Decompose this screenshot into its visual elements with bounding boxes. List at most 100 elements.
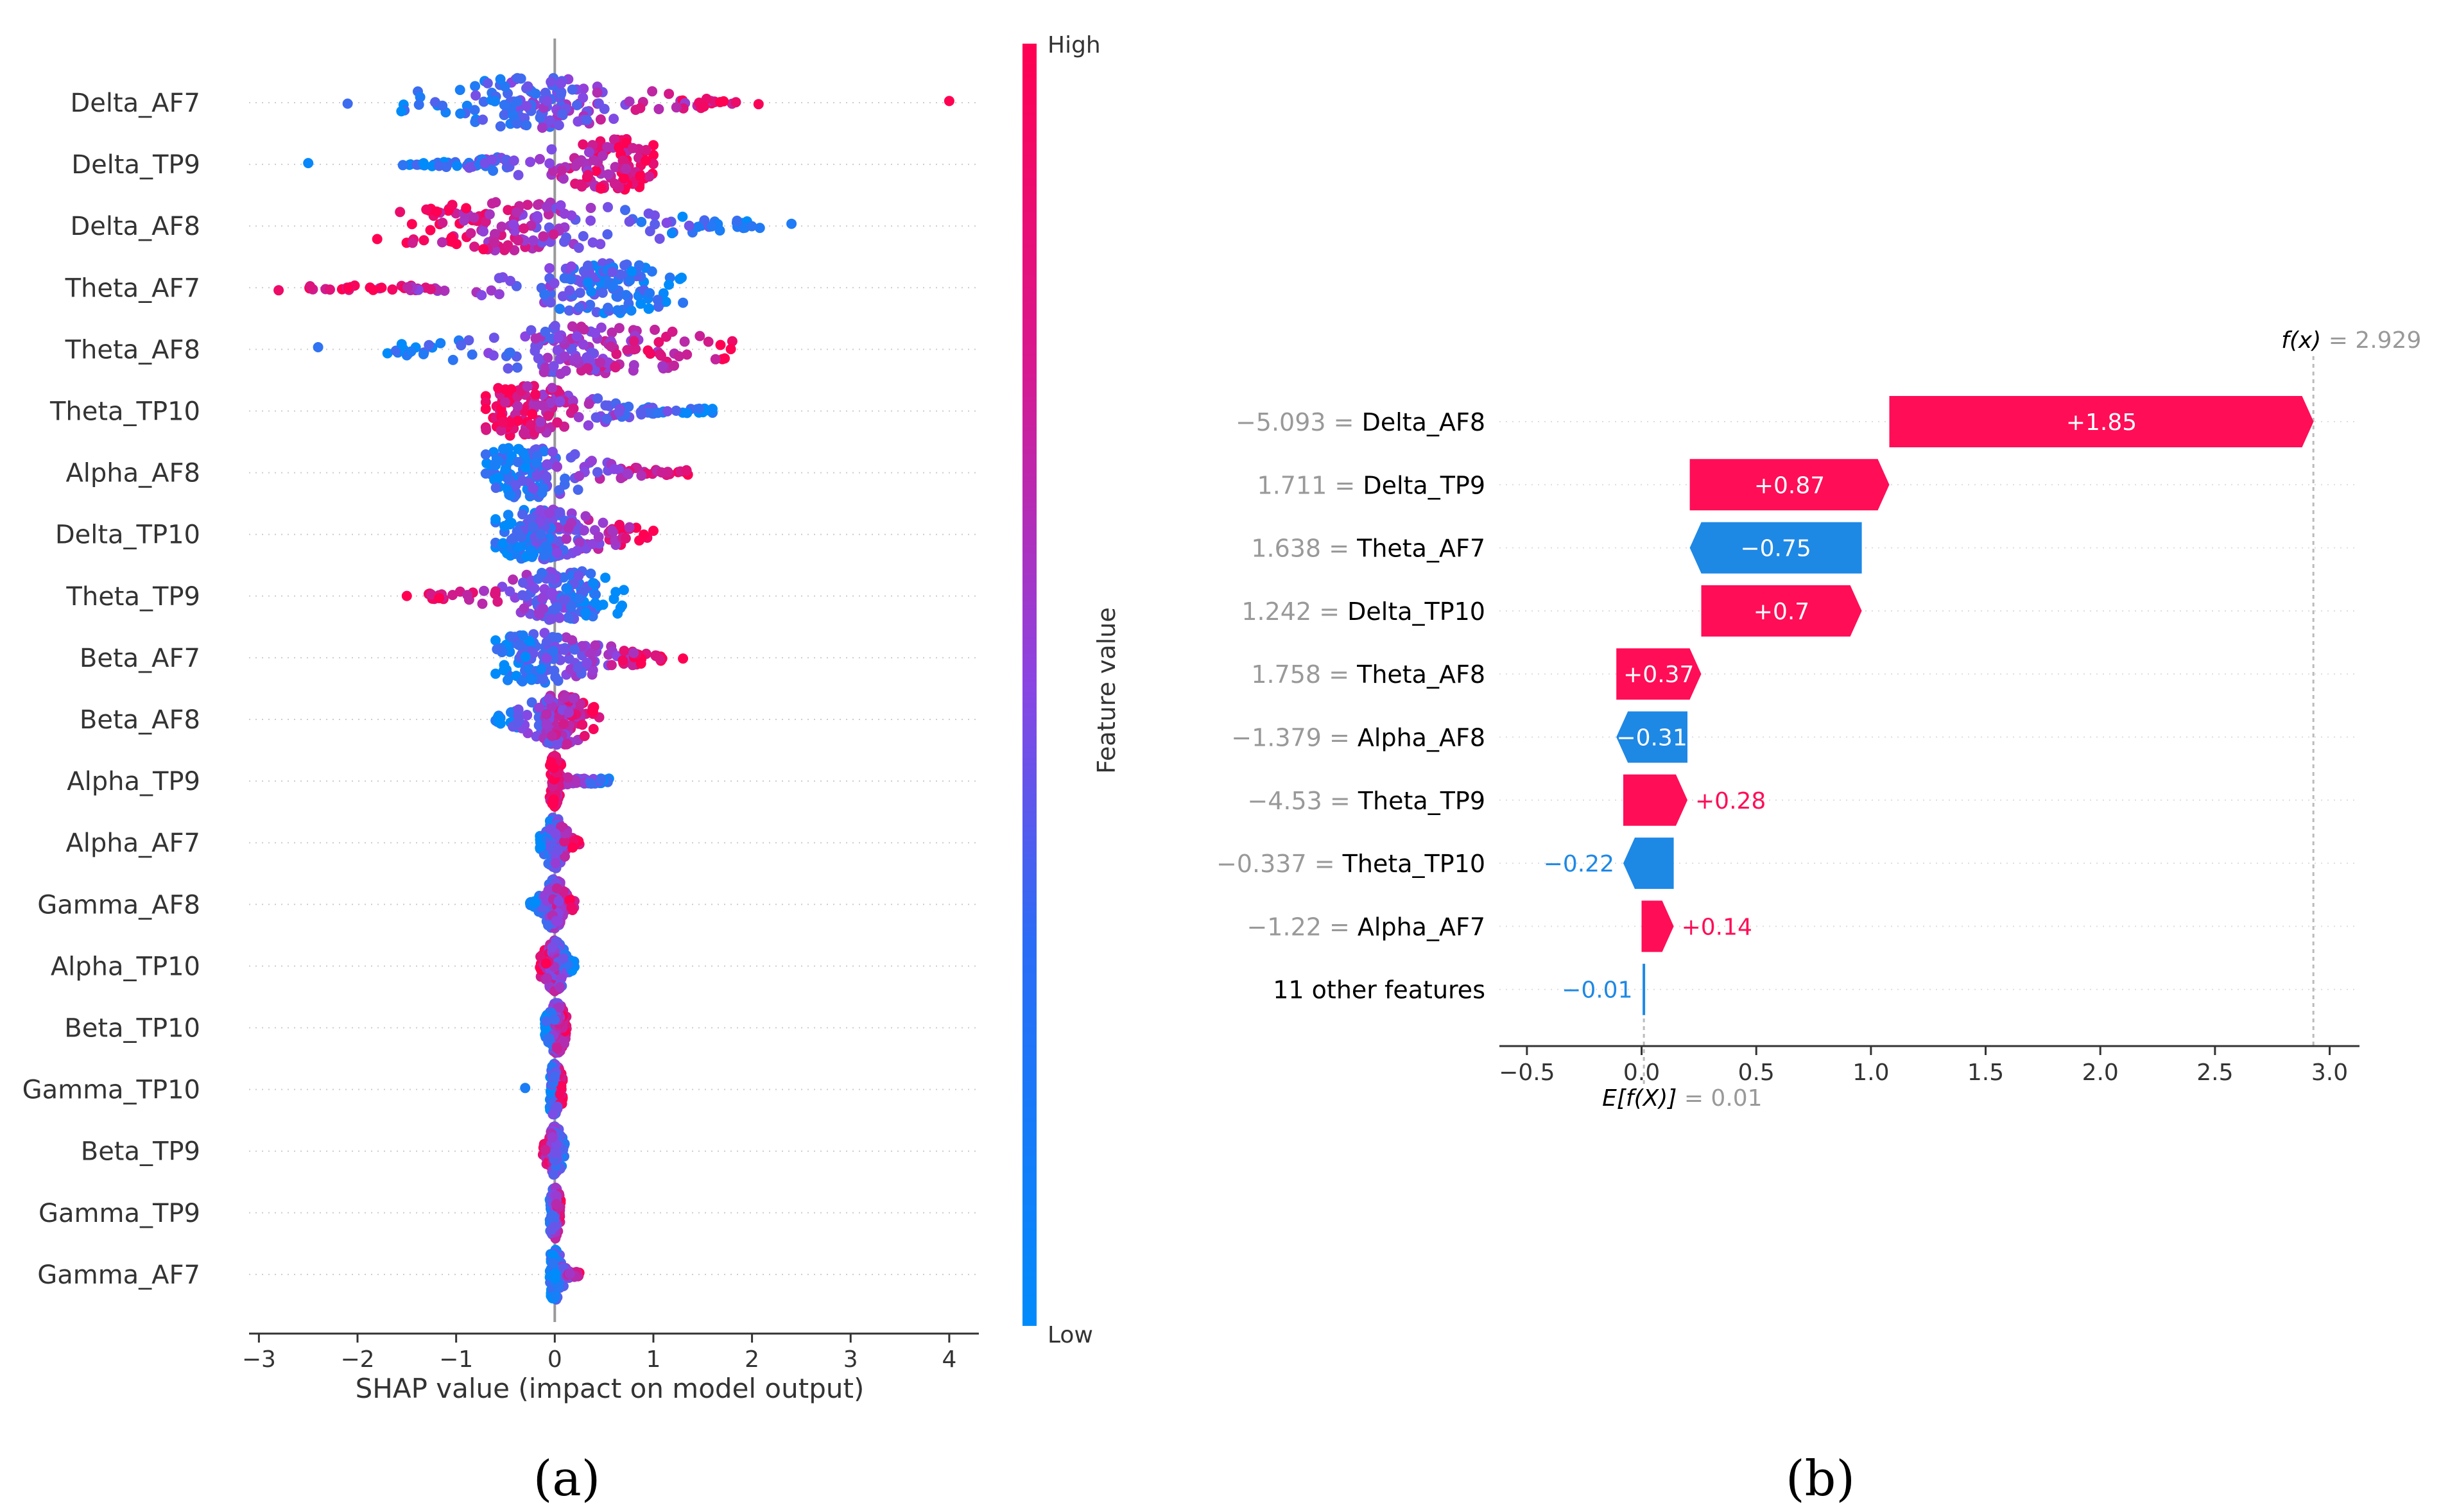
shap-point: [488, 166, 499, 176]
shap-point: [539, 628, 550, 639]
shap-point: [490, 96, 500, 107]
shap-point: [493, 716, 504, 727]
shap-point: [655, 653, 666, 664]
shap-point: [594, 98, 604, 109]
shap-point: [786, 218, 797, 229]
shap-point: [527, 409, 538, 420]
shap-point: [714, 97, 725, 108]
feature-labels: Delta_AF7 Delta_TP9 Delta_AF8 Theta_AF7 Thet…: [22, 89, 200, 1290]
shap-point: [567, 842, 578, 853]
shap-point: [568, 403, 579, 414]
feature-label: Beta_AF8: [80, 705, 200, 735]
shap-point: [521, 120, 532, 131]
shap-point: [376, 282, 387, 293]
shap-point: [518, 630, 528, 641]
shap-point: [441, 162, 452, 173]
shap-point: [512, 118, 522, 129]
bar-value-label: +0.37: [1623, 662, 1694, 688]
shap-point: [548, 361, 559, 372]
row-label: 1.711 = Delta_TP9: [1257, 471, 1485, 499]
feature-label: Beta_TP9: [81, 1137, 200, 1167]
shap-point: [655, 348, 665, 359]
shap-point: [518, 428, 529, 438]
shap-point: [589, 701, 599, 712]
shap-point: [568, 693, 579, 703]
shap-point: [585, 215, 596, 226]
shap-point: [682, 349, 693, 360]
shap-point: [510, 480, 521, 491]
waterfall-panel: +1.85 +0.87 −0.75 +0.7 +0.37 −0.31 +0.28 −0.22 +…: [1216, 327, 2421, 1507]
shap-point: [618, 585, 629, 596]
shap-point: [521, 101, 532, 112]
positive-bar: [1616, 648, 1702, 700]
shap-point: [583, 260, 593, 271]
shap-point: [512, 718, 522, 729]
x-tick-label: −3: [242, 1346, 276, 1373]
shap-point: [581, 658, 592, 669]
shap-point: [614, 142, 625, 153]
shap-point: [661, 218, 672, 228]
shap-point: [578, 585, 589, 596]
shap-point: [487, 154, 497, 165]
shap-point: [500, 464, 511, 475]
shap-point: [490, 588, 501, 599]
shap-point: [551, 1199, 562, 1210]
shap-point: [541, 541, 552, 552]
shap-point: [664, 279, 675, 290]
shap-point: [583, 420, 594, 431]
shap-point: [621, 164, 632, 175]
shap-point: [624, 96, 635, 107]
shap-point: [660, 296, 671, 307]
shap-point: [754, 223, 765, 234]
shap-point: [588, 155, 599, 166]
feature-label: Theta_AF8: [65, 335, 200, 365]
shap-point: [495, 74, 506, 85]
shap-point: [619, 646, 630, 657]
row-equals: =: [1321, 535, 1357, 563]
shap-point: [506, 535, 517, 546]
shap-point: [622, 468, 633, 479]
shap-point: [529, 583, 540, 594]
shap-point: [555, 507, 565, 518]
shap-point: [628, 648, 639, 658]
shap-point: [567, 635, 578, 646]
shap-point: [585, 203, 596, 213]
shap-point: [462, 590, 473, 601]
row-label: 1.242 = Delta_TP10: [1241, 597, 1485, 626]
shap-point: [567, 396, 578, 407]
shap-point: [603, 202, 613, 212]
shap-point: [497, 417, 508, 427]
shap-point: [585, 568, 596, 579]
shap-point: [525, 545, 536, 556]
shap-point: [305, 281, 316, 291]
shap-point: [544, 263, 555, 273]
shap-point: [513, 710, 524, 721]
shap-point: [619, 173, 630, 184]
shap-point: [653, 337, 664, 348]
shap-point: [569, 644, 580, 655]
row-feature-name: Delta_TP9: [1363, 471, 1485, 499]
shap-point: [725, 344, 736, 354]
shap-point: [549, 1221, 560, 1232]
shap-point: [563, 612, 574, 623]
shap-point: [503, 240, 513, 251]
shap-point: [590, 597, 601, 608]
shap-point: [503, 510, 513, 520]
shap-point: [508, 574, 519, 585]
shap-point: [402, 282, 413, 293]
shap-point: [522, 200, 533, 210]
shap-point: [643, 208, 654, 219]
shap-point: [493, 472, 504, 483]
ex-annotation: E[f(X)] = 0.01: [1602, 1085, 1762, 1112]
shap-point: [630, 105, 641, 116]
shap-point: [555, 368, 566, 379]
shap-point: [551, 1190, 562, 1201]
shap-point: [538, 390, 548, 400]
shap-point: [556, 108, 567, 119]
row-label: −0.337 = Theta_TP10: [1216, 850, 1485, 878]
shap-point: [546, 730, 557, 741]
shap-point: [500, 384, 511, 395]
shap-point: [482, 78, 493, 89]
shap-point: [580, 608, 591, 619]
shap-point: [550, 1291, 561, 1302]
